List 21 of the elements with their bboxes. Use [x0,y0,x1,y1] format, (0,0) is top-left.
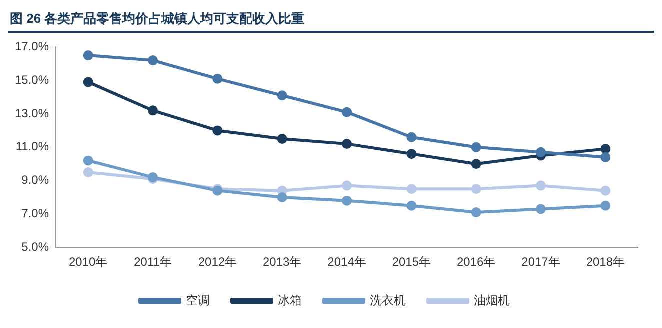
legend-label: 洗衣机 [370,293,406,308]
legend-label: 油烟机 [474,293,510,308]
y-tick-label: 13.0% [14,106,50,120]
y-tick-label: 5.0% [22,240,50,254]
y-tick-label: 15.0% [14,72,50,87]
x-tick-label: 2014年 [328,255,366,270]
legend-label: 空调 [186,293,210,308]
y-tick-label: 11.0% [16,140,50,154]
legend-label: 冰箱 [278,293,302,308]
y-tick-label: 7.0% [22,206,50,221]
x-tick-label: 2017年 [522,255,560,270]
x-tick-label: 2012年 [198,255,238,270]
x-tick-label: 2011年 [134,255,172,270]
x-tick-label: 2018年 [586,255,626,270]
x-tick-label: 2010年 [69,255,108,270]
x-tick-label: 2016年 [456,255,496,270]
y-tick-label: 9.0% [22,173,50,188]
x-tick-label: 2015年 [392,255,432,270]
y-tick-label: 17.0% [14,40,50,54]
x-tick-label: 2013年 [262,255,302,270]
chart-title: 图 26 各类产品零售均价占城镇人均可支配收入比重 [8,8,654,33]
